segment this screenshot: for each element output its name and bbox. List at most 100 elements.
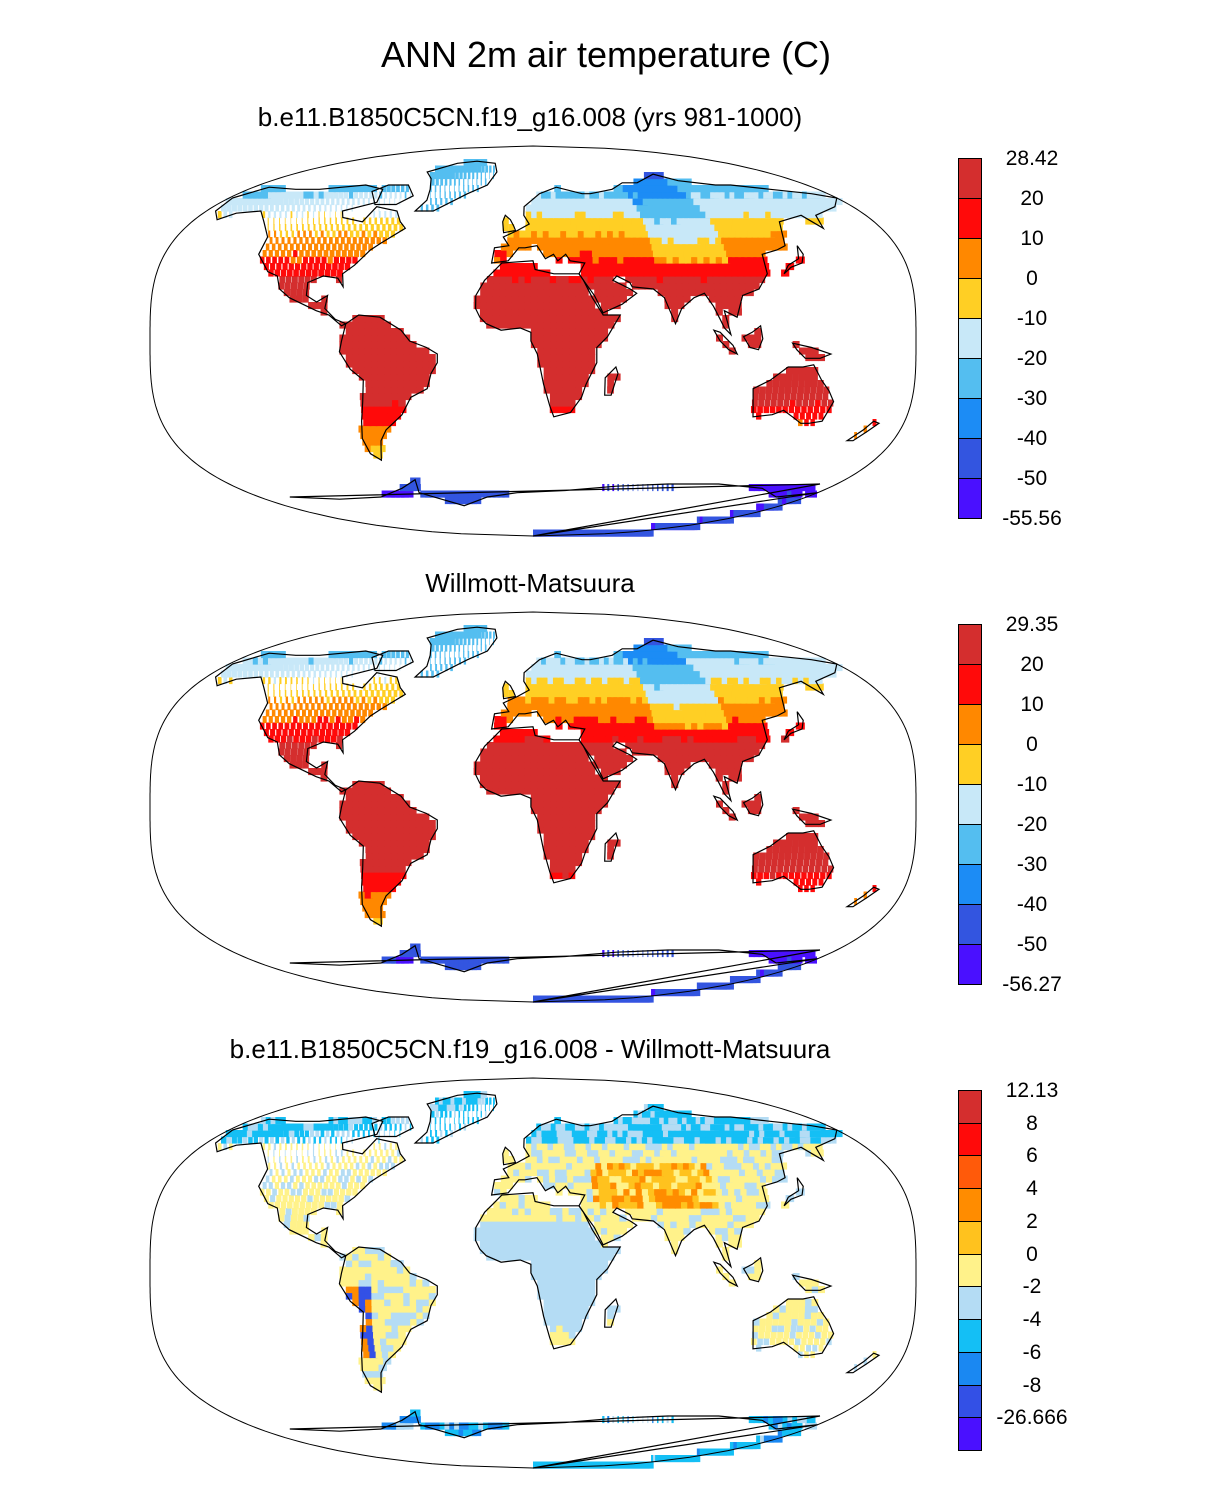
grid-cell [594, 690, 602, 698]
grid-cell [404, 1325, 412, 1333]
grid-cell [673, 729, 682, 737]
grid-cell [384, 1312, 392, 1320]
grid-cell [379, 1331, 387, 1339]
grid-cell [594, 670, 603, 678]
grid-cell [728, 774, 736, 782]
grid-cell [662, 670, 674, 678]
grid-cell [561, 1182, 569, 1190]
grid-cell [569, 360, 577, 368]
grid-cell [552, 677, 560, 685]
grid-cell [689, 677, 700, 685]
grid-cell [500, 243, 508, 251]
grid-cell [579, 716, 587, 724]
grid-cell [284, 677, 287, 685]
grid-cell [675, 178, 692, 186]
grid-cell [320, 302, 328, 310]
grid-cell [486, 302, 494, 310]
grid-cell [371, 813, 379, 821]
grid-cell [691, 722, 700, 730]
grid-cell [591, 709, 599, 717]
grid-cell [617, 1416, 619, 1424]
grid-cell [562, 347, 570, 355]
grid-cell [493, 638, 494, 646]
grid-cell [691, 690, 702, 698]
grid-cell [346, 256, 352, 264]
grid-cell [429, 638, 436, 646]
grid-cell [594, 787, 602, 795]
grid-cell [371, 833, 379, 841]
grid-cell [657, 755, 665, 763]
grid-cell [310, 198, 315, 206]
grid-cell [740, 256, 749, 264]
grid-cell [637, 683, 647, 691]
grid-cell [792, 950, 801, 958]
grid-cell [589, 204, 598, 212]
grid-cell [575, 1214, 583, 1222]
grid-cell [388, 1351, 397, 1359]
grid-cell [524, 295, 532, 303]
grid-cell [677, 761, 685, 769]
grid-cell [403, 354, 411, 362]
grid-cell [591, 1182, 600, 1190]
grid-cell [396, 1292, 404, 1300]
grid-cell [697, 224, 707, 232]
grid-cell [631, 217, 641, 225]
grid-cell [381, 885, 390, 893]
grid-cell [531, 217, 538, 225]
grid-cell [619, 289, 627, 297]
grid-cell [486, 315, 494, 323]
grid-cell [687, 735, 695, 743]
grid-cell [788, 406, 795, 414]
grid-cell [648, 1149, 658, 1157]
grid-cell [562, 367, 570, 375]
grid-cell [684, 256, 694, 264]
grid-cell [661, 1169, 671, 1177]
grid-cell [569, 820, 577, 828]
grid-cell [479, 1240, 487, 1248]
grid-cell [581, 1253, 589, 1261]
grid-cell [606, 289, 615, 297]
grid-cell [657, 690, 667, 698]
grid-cell [318, 1149, 320, 1157]
grid-cell [778, 859, 785, 867]
grid-cell [404, 393, 412, 401]
grid-cell [403, 360, 411, 368]
grid-cell [631, 282, 640, 290]
grid-cell [371, 839, 379, 847]
grid-cell [362, 1370, 372, 1378]
grid-cell [584, 191, 593, 199]
grid-cell [693, 683, 704, 691]
grid-cell [571, 1162, 580, 1170]
grid-cell [754, 1156, 766, 1164]
grid-cell [654, 683, 664, 691]
grid-cell [373, 451, 383, 459]
grid-cell [697, 722, 706, 730]
grid-cell [543, 1286, 551, 1294]
grid-cell [583, 696, 592, 704]
grid-cell [362, 664, 365, 672]
coastline-baffin [371, 650, 414, 672]
grid-cell [644, 748, 652, 756]
grid-cell [640, 211, 650, 219]
grid-cell [290, 748, 298, 756]
grid-cell [568, 859, 576, 867]
grid-cell [551, 198, 559, 206]
grid-cell [384, 373, 392, 381]
grid-cell [679, 703, 689, 711]
grid-cell [267, 217, 269, 225]
grid-cell [541, 657, 548, 665]
grid-cell [772, 1175, 782, 1183]
grid-cell [385, 217, 389, 225]
grid-cell [278, 657, 286, 665]
grid-cell [492, 490, 501, 498]
grid-cell [283, 657, 291, 665]
grid-cell [338, 729, 344, 737]
grid-cell [391, 865, 400, 873]
grid-cell [688, 1162, 698, 1170]
grid-cell [740, 1188, 749, 1196]
grid-cell [506, 263, 513, 271]
grid-cell [220, 204, 227, 212]
grid-cell [542, 1149, 549, 1157]
grid-cell [321, 1188, 327, 1196]
grid-cell [324, 224, 328, 232]
